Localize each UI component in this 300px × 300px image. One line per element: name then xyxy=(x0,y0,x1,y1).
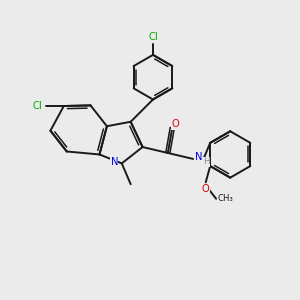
Text: Cl: Cl xyxy=(32,101,42,111)
Text: O: O xyxy=(202,184,210,194)
Text: H: H xyxy=(203,158,210,166)
Text: N: N xyxy=(195,152,202,162)
Text: CH₃: CH₃ xyxy=(217,194,233,203)
Text: O: O xyxy=(171,119,179,129)
Text: Cl: Cl xyxy=(148,32,158,42)
Text: N: N xyxy=(111,157,118,167)
